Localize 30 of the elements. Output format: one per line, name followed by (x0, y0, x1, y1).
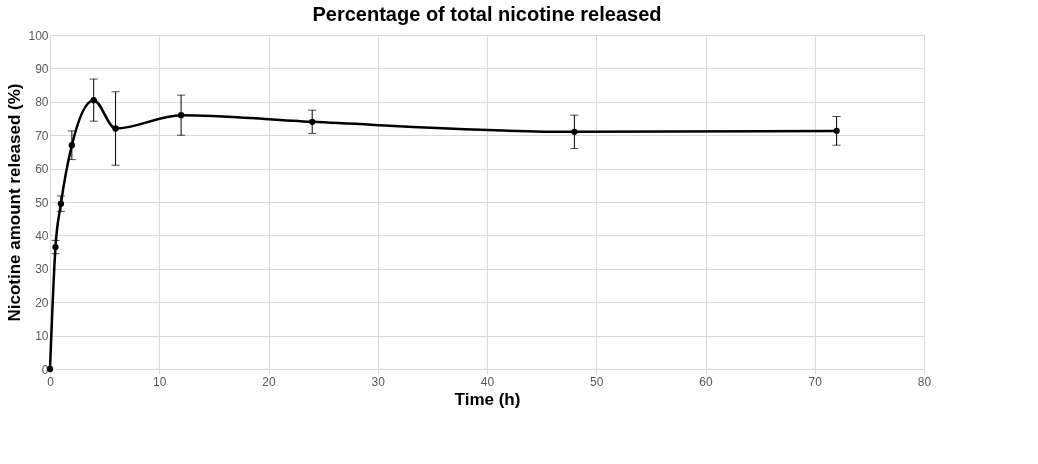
x-tick-label: 40 (480, 374, 495, 389)
y-tick-label: 60 (35, 162, 49, 177)
point (52, 243, 59, 251)
point (309, 118, 316, 125)
x-tick-label: 20 (262, 374, 276, 389)
y-tick-label: 90 (35, 61, 49, 76)
point (177, 112, 185, 119)
point (833, 127, 840, 135)
y-axis-title: Nicotine amount released (%) (5, 83, 25, 322)
point (57, 200, 65, 207)
y-tick-label: 10 (35, 329, 49, 344)
y-tick-label: 70 (35, 128, 49, 143)
x-tick-label: 10 (153, 374, 167, 389)
x-tick-label: 70 (808, 374, 823, 389)
y-tick-label: 40 (35, 228, 49, 243)
x-tick-label: 50 (590, 374, 604, 389)
y-tick-label: 20 (35, 295, 49, 310)
x-tick-label: 80 (917, 374, 932, 389)
y-tick-label: 50 (35, 195, 49, 210)
chart-title: Percentage of total nicotine released (312, 3, 662, 25)
point (90, 96, 97, 104)
point (112, 125, 119, 132)
point (68, 142, 76, 149)
y-tick-label: 30 (35, 262, 49, 277)
point (571, 128, 578, 136)
x-tick-label: 60 (699, 374, 713, 389)
y-tick-label: 80 (35, 95, 49, 110)
y-tick-label: 100 (28, 28, 49, 43)
x-axis-title: Time (h) (454, 389, 521, 409)
x-tick-label: 30 (371, 374, 386, 389)
